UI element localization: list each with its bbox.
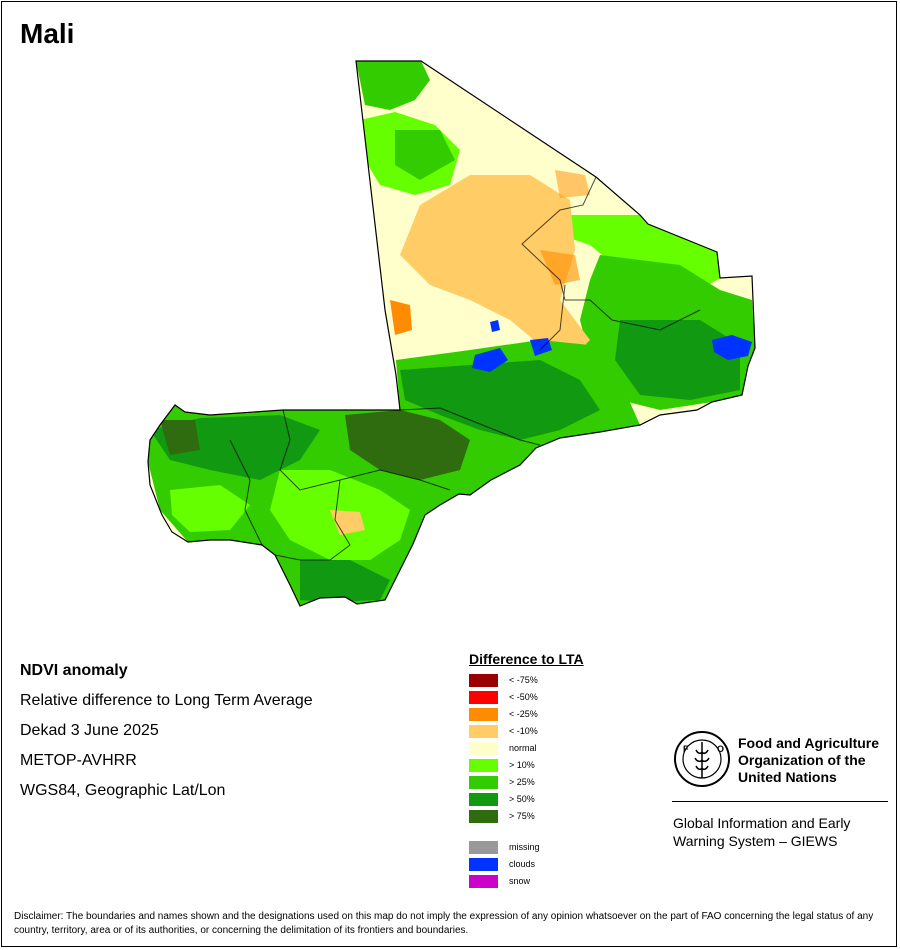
legend-swatch (469, 759, 498, 772)
legend-swatch (469, 776, 498, 789)
map-info: NDVI anomaly Relative difference to Long… (20, 656, 313, 806)
legend-label: missing (509, 842, 540, 852)
svg-text:O: O (717, 744, 724, 754)
legend-label: > 75% (509, 811, 535, 821)
admin-boundaries (229, 176, 701, 561)
south-green-zone (300, 560, 390, 602)
legend-other: missing clouds snow (469, 839, 584, 890)
south-green-zone (400, 360, 600, 440)
legend-item: clouds (469, 856, 584, 873)
legend-label: normal (509, 743, 537, 753)
legend-item: normal (469, 740, 584, 757)
product-name: NDVI anomaly (20, 662, 128, 679)
legend-swatch (469, 875, 498, 888)
legend-item: > 50% (469, 791, 584, 808)
legend-swatch (469, 841, 498, 854)
legend-classes: < -75% < -50% < -25% < -10% normal > 10% > 25%… (469, 672, 584, 825)
legend-swatch (469, 708, 498, 721)
logo-letters: F (683, 744, 689, 754)
legend-label: > 10% (509, 760, 535, 770)
logo-divider (672, 801, 888, 802)
ndvi-anomaly-map (147, 60, 756, 607)
dry-zone (540, 250, 580, 285)
giews-label: Global Information and Early Warning Sys… (673, 815, 851, 849)
north-green-patch (356, 61, 430, 110)
dry-zone (390, 300, 412, 335)
south-green-zone (170, 485, 250, 532)
legend-item: > 10% (469, 757, 584, 774)
south-green-zone (160, 420, 200, 455)
legend-label: < -75% (509, 675, 538, 685)
legend: Difference to LTA < -75% < -50% < -25% < -1… (469, 651, 584, 890)
fao-logo: F O (674, 731, 730, 787)
legend-label: > 50% (509, 794, 535, 804)
legend-label: > 25% (509, 777, 535, 787)
legend-swatch (469, 858, 498, 871)
legend-item: > 25% (469, 774, 584, 791)
legend-item: > 75% (469, 808, 584, 825)
legend-swatch (469, 810, 498, 823)
legend-swatch (469, 742, 498, 755)
south-green-zone (345, 410, 470, 480)
legend-item: < -25% (469, 706, 584, 723)
disclaimer: Disclaimer: The boundaries and names sho… (14, 911, 874, 936)
legend-swatch (469, 725, 498, 738)
dry-zone (330, 510, 365, 535)
cloud-patch (490, 320, 500, 332)
north-green-patch (395, 130, 455, 180)
legend-label: < -50% (509, 692, 538, 702)
dry-zone (440, 190, 555, 250)
legend-label: < -25% (509, 709, 538, 719)
cloud-patch (530, 338, 552, 356)
fao-name: Food and Agriculture Organization of the… (738, 735, 880, 785)
legend-item: missing (469, 839, 584, 856)
legend-label: < -10% (509, 726, 538, 736)
legend-swatch (469, 793, 498, 806)
legend-title: Difference to LTA (469, 651, 584, 667)
east-green-patch (615, 320, 740, 400)
projection-label: WGS84, Geographic Lat/Lon (20, 782, 226, 799)
legend-label: snow (509, 876, 531, 886)
legend-swatch (469, 674, 498, 687)
country-border (147, 60, 756, 607)
legend-item: < -50% (469, 689, 584, 706)
legend-item: snow (469, 873, 584, 890)
cloud-patch (472, 348, 508, 372)
cloud-patch (712, 335, 752, 360)
legend-label: clouds (509, 859, 536, 869)
legend-item: < -10% (469, 723, 584, 740)
map-title: Mali (20, 18, 75, 49)
product-description: Relative difference to Long Term Average (20, 692, 313, 709)
legend-swatch (469, 691, 498, 704)
dry-zone (555, 170, 590, 198)
sensor-label: METOP-AVHRR (20, 752, 137, 769)
period-label: Dekad 3 June 2025 (20, 722, 159, 739)
legend-item: < -75% (469, 672, 584, 689)
